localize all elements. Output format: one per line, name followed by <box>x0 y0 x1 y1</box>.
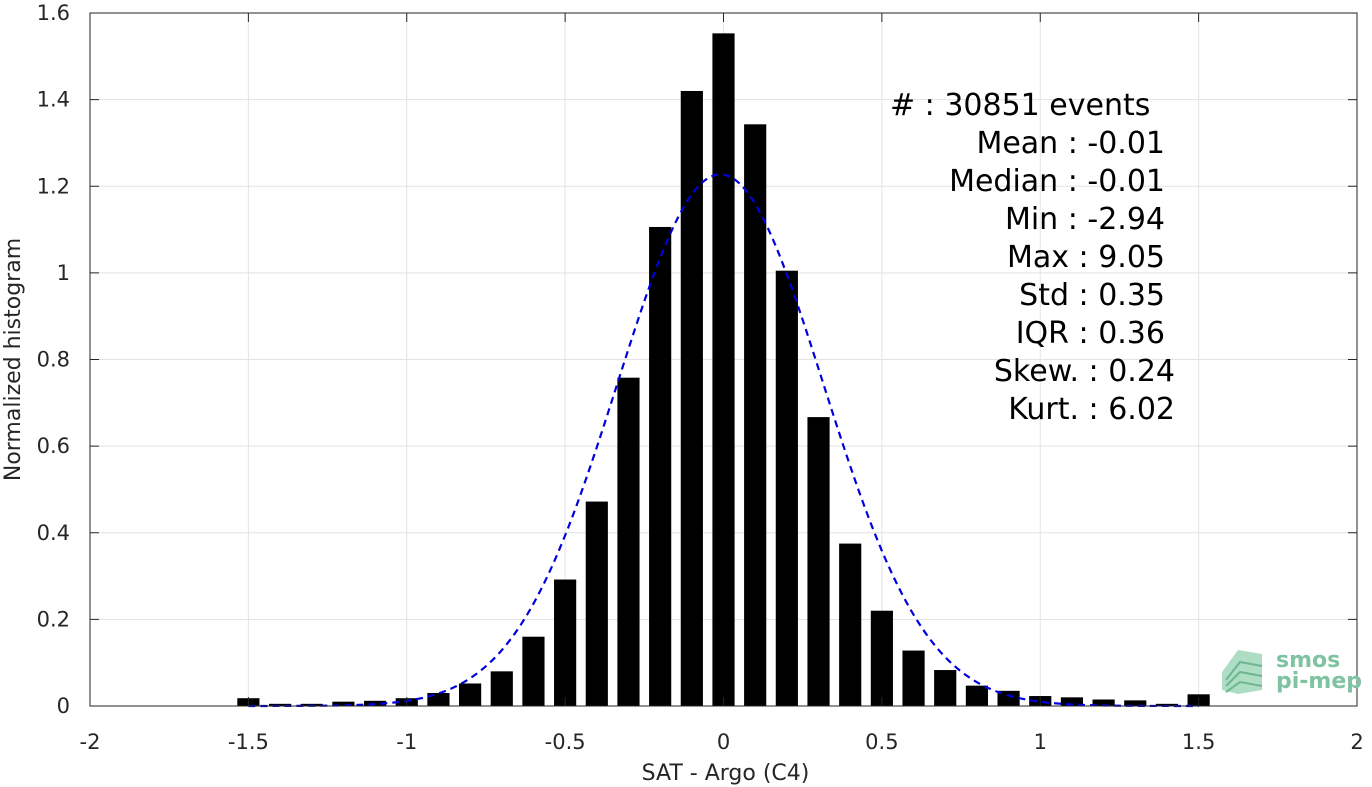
histogram-bar <box>585 501 608 706</box>
x-tick-label: -0.5 <box>545 730 586 754</box>
stat-line: # : 30851 events <box>890 88 1150 123</box>
stat-line: Median : -0.01 <box>949 164 1165 199</box>
histogram-bar <box>459 683 482 706</box>
stat-line: Std : 0.35 <box>1019 278 1165 313</box>
x-tick-label: -2 <box>80 730 101 754</box>
histogram-bar <box>807 417 830 706</box>
smos-pi-mep-logo: smos pi-mep <box>1222 648 1362 694</box>
x-tick-label: 2 <box>1350 730 1363 754</box>
y-tick-label: 0.2 <box>37 607 70 631</box>
x-tick-label: 1.5 <box>1182 730 1215 754</box>
histogram-bar <box>554 579 577 706</box>
histogram-bar <box>965 685 988 706</box>
stat-line: IQR : 0.36 <box>1016 316 1165 351</box>
y-tick-label: 0.6 <box>37 434 70 458</box>
histogram-bar <box>268 703 292 706</box>
ticks <box>89 12 1358 707</box>
y-tick-labels: 0 0.2 0.4 0.6 0.8 1 1.2 1.4 1.6 <box>37 1 70 718</box>
x-tick-label: -1.5 <box>228 730 269 754</box>
histogram-bar <box>1092 699 1115 706</box>
histogram-bar <box>744 124 767 707</box>
x-tick-labels: -2 -1.5 -1 -0.5 0 0.5 1 1.5 2 <box>80 730 1364 754</box>
x-tick-label: -1 <box>396 730 417 754</box>
logo-icon <box>1222 650 1263 694</box>
logo-text-smos: smos <box>1276 648 1340 673</box>
stat-line: Kurt. : 6.02 <box>1008 392 1175 427</box>
histogram-bar <box>649 226 672 706</box>
histogram-bar <box>902 650 925 706</box>
x-tick-label: 1 <box>1034 730 1047 754</box>
logo-text-pi-mep: pi-mep <box>1276 669 1362 694</box>
x-tick-label: 0 <box>717 730 730 754</box>
x-tick-label: 0.5 <box>865 730 898 754</box>
y-tick-label: 1.2 <box>37 174 70 198</box>
bars <box>237 33 1210 707</box>
histogram-bar <box>997 690 1020 706</box>
histogram-bar <box>870 610 893 706</box>
y-tick-label: 1 <box>57 261 70 285</box>
histogram-bar <box>775 270 798 706</box>
histogram-bar <box>522 636 545 706</box>
stat-line: Skew. : 0.24 <box>994 354 1175 389</box>
histogram-bar <box>1060 697 1084 706</box>
histogram-bar <box>934 670 957 706</box>
histogram-bar <box>712 33 735 707</box>
stat-line: Mean : -0.01 <box>976 126 1165 161</box>
y-tick-label: 1.4 <box>37 88 70 112</box>
histogram-bar <box>617 377 640 706</box>
y-tick-label: 0.4 <box>37 521 70 545</box>
y-axis-label: Normalized histogram <box>1 238 26 481</box>
y-tick-label: 0.8 <box>37 348 70 372</box>
y-tick-label: 0 <box>57 694 70 718</box>
histogram-bar <box>839 543 862 706</box>
stat-line: Max : 9.05 <box>1007 240 1165 275</box>
histogram-bar <box>680 90 703 706</box>
stat-line: Min : -2.94 <box>1005 202 1165 237</box>
x-axis-label: SAT - Argo (C4) <box>642 761 810 786</box>
histogram-bar <box>490 671 513 706</box>
histogram-bar <box>1124 700 1147 706</box>
histogram-bar <box>332 701 355 706</box>
y-tick-label: 1.6 <box>37 1 70 25</box>
